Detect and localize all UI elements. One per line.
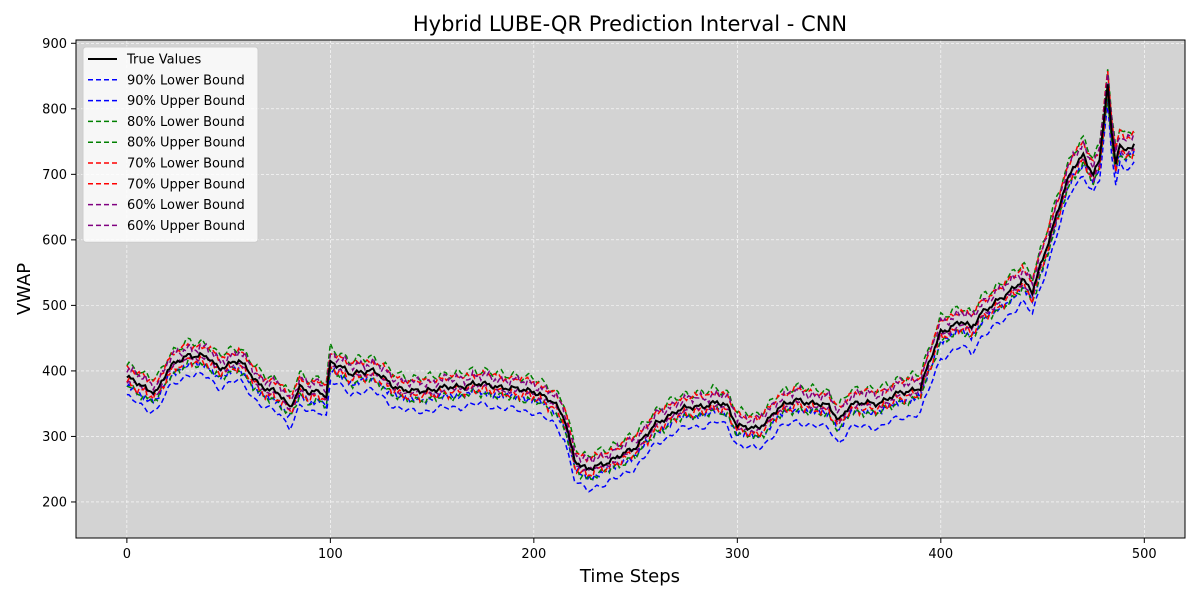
legend-label: True Values	[126, 53, 201, 68]
ticks: 0 100 200 300 400 500 200 300 400 500 600 700 800 900	[42, 37, 1157, 562]
chart-title: Hybrid LUBE-QR Prediction Interval - CNN	[413, 12, 847, 36]
plot-frame	[75, 39, 1186, 539]
x-tick-label: 100	[318, 547, 343, 562]
legend-label: 70% Lower Bound	[127, 157, 245, 172]
y-tick-label: 300	[42, 430, 67, 445]
x-tick-label: 0	[123, 547, 131, 562]
series-line-90-lower-bound	[126, 102, 1135, 493]
x-axis-label: Time Steps	[579, 566, 680, 587]
legend-label: 70% Upper Bound	[127, 177, 245, 192]
y-tick-label: 200	[42, 495, 67, 510]
legend-label: 80% Lower Bound	[127, 115, 245, 130]
series-line-true-values	[126, 84, 1136, 472]
y-tick-label: 800	[42, 102, 67, 117]
y-tick-label: 600	[42, 233, 67, 248]
series-line-80-lower-bound	[126, 98, 1135, 481]
plot-area	[75, 39, 1186, 539]
y-tick-label: 700	[42, 168, 67, 183]
legend-label: 60% Lower Bound	[127, 198, 245, 213]
legend-label: 90% Upper Bound	[127, 94, 245, 109]
series-layer	[126, 69, 1136, 493]
grid	[76, 40, 1185, 538]
x-tick-label: 500	[1132, 547, 1157, 562]
x-tick-label: 300	[725, 547, 750, 562]
y-tick-label: 900	[42, 37, 67, 52]
y-tick-label: 500	[42, 299, 67, 314]
legend-label: 80% Upper Bound	[127, 136, 245, 151]
x-tick-label: 400	[928, 547, 953, 562]
x-tick-label: 200	[521, 547, 546, 562]
y-tick-label: 400	[42, 364, 67, 379]
legend-box	[82, 46, 259, 243]
legend-label: 90% Lower Bound	[127, 73, 245, 88]
legend: True Values 90% Lower Bound 90% Upper Boun…	[82, 46, 259, 243]
legend-label: 60% Upper Bound	[127, 219, 245, 234]
series-line-60-upper-bound	[126, 73, 1135, 466]
y-axis-label: VWAP	[14, 263, 35, 315]
